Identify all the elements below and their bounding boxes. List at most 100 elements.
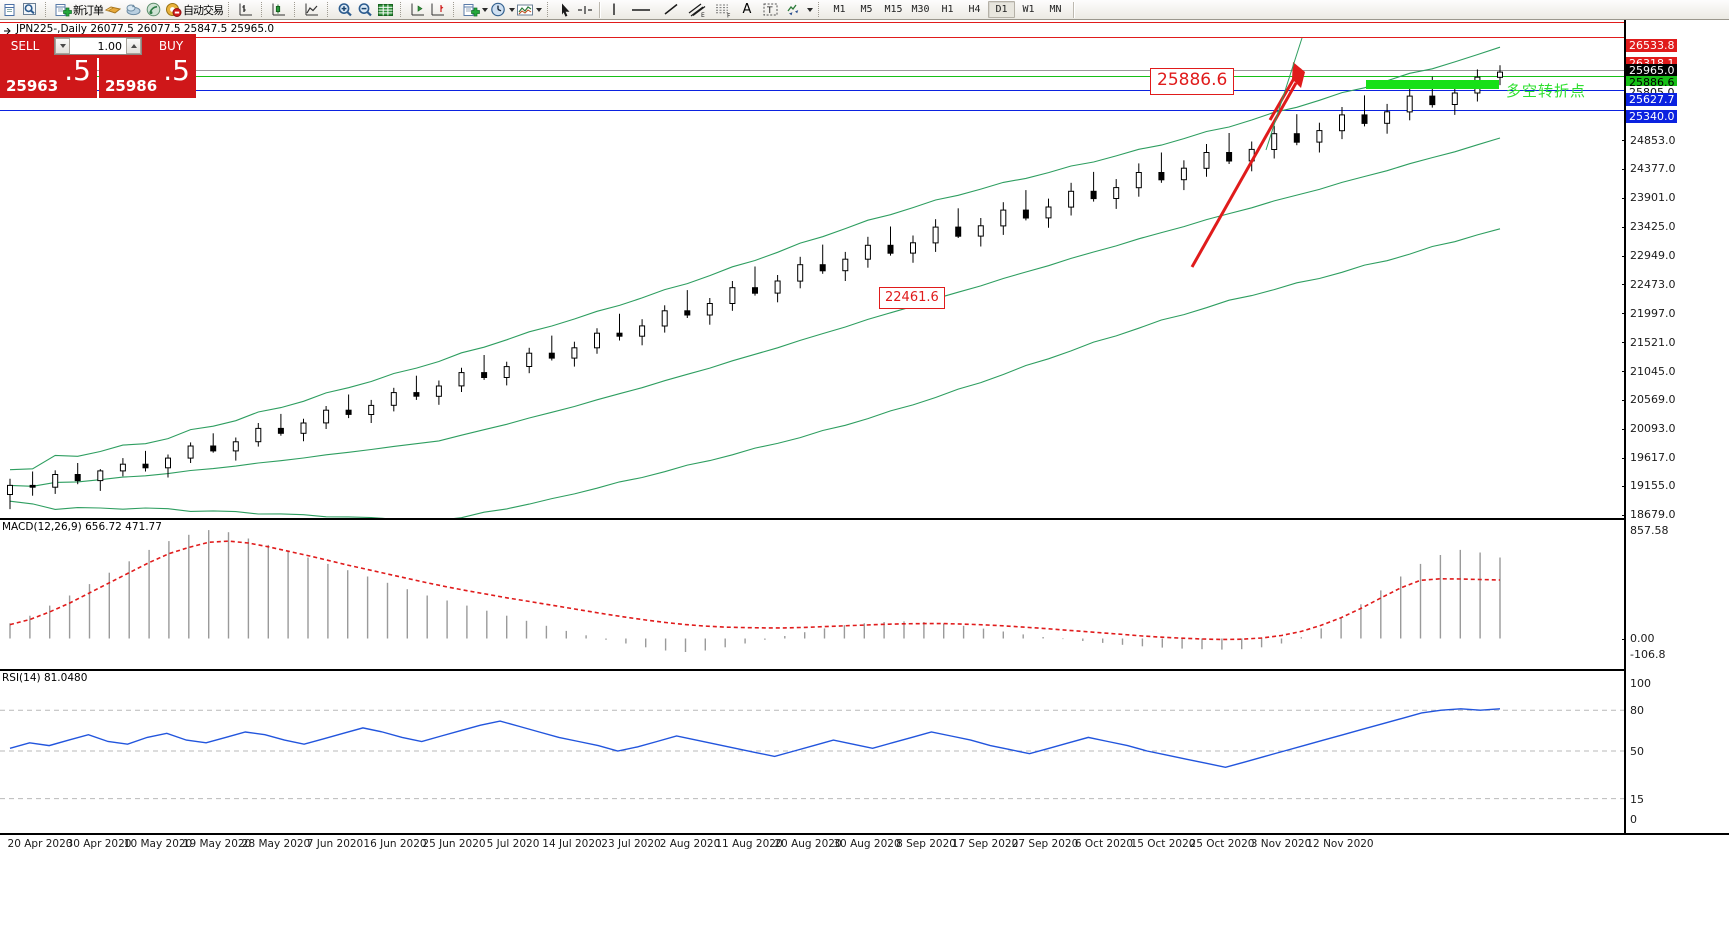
signals-icon[interactable] [143,1,163,19]
shapes-icon[interactable] [782,1,806,19]
period-chevron-down-icon[interactable] [509,7,515,12]
volume-field-wrap: 1.00 [50,34,146,58]
bar-chart-icon[interactable] [236,1,256,19]
autotrading-icon[interactable] [163,1,183,19]
rsi-tick-50: 50 [1630,745,1644,758]
timeframe-group: M1 M5 M15 M30 H1 H4 D1 W1 MN [826,1,1069,18]
timeframe-button-w1[interactable]: W1 [1022,4,1035,15]
line-chart-icon[interactable] [302,1,322,19]
hline-26318[interactable] [0,37,1624,38]
price-scale[interactable]: 24853.0 24377.0 23901.0 23425.0 22949.0 22473… [1622,20,1729,833]
buy-price-box[interactable]: 25986 .5 [99,57,196,98]
date-tick: 20 Aug 2020 [774,838,842,850]
date-tick: 16 Jun 2020 [363,838,427,850]
date-tick: 17 Sep 2020 [951,838,1019,850]
autotrading-label[interactable]: 自动交易 [183,3,224,17]
price-tick: 18679.0 [1622,508,1676,521]
buy-button[interactable]: BUY [146,34,196,58]
timeframe-button-m30[interactable]: M30 [911,4,930,15]
chart-area[interactable]: JPN225-,Daily 26077.5 26077.5 25847.5 25… [0,20,1729,936]
shapes-chevron-down-icon[interactable] [807,7,813,12]
cursor-arrow-icon[interactable] [555,1,575,19]
volume-stepper[interactable]: 1.00 [54,37,142,55]
price-tick: 24853.0 [1622,134,1676,147]
timeframe-button-h4[interactable]: H4 [968,4,981,15]
macd-info: MACD(12,26,9) 656.72 471.77 [2,521,162,533]
text-label-icon[interactable]: T [758,1,782,19]
price-tick: 21997.0 [1622,307,1676,320]
auto-scroll-icon[interactable] [428,1,448,19]
macd-pane[interactable]: MACD(12,26,9) 656.72 471.77 [0,520,1624,669]
price-pane[interactable]: 25886.6 22461.6 多空转折点 [0,20,1624,518]
price-label-25627[interactable]: 25627.7 [1626,93,1677,106]
date-tick: 20 Apr 2020 [7,838,73,850]
timeframe-button-m15[interactable]: M15 [884,4,903,15]
pane-divider-price-macd [0,518,1624,520]
fibonacci-retracement-icon[interactable]: F [710,1,736,19]
date-scale[interactable]: 20 Apr 2020 30 Apr 2020 10 May 2020 19 May … [0,835,1729,856]
zoom-in-icon[interactable] [335,1,355,19]
timeframe-button-mn[interactable]: MN [1049,4,1062,15]
one-click-trading-panel[interactable]: SELL 1.00 BUY 25963 .5 2598 [0,34,196,98]
macd-tick-max: 857.58 [1630,524,1669,537]
date-tick: 25 Oct 2020 [1189,838,1255,850]
market-watch-icon[interactable] [123,1,143,19]
hline-25340[interactable] [0,110,1624,111]
timeframe-button-d1[interactable]: D1 [988,1,1015,18]
vertical-line-icon[interactable] [604,1,624,19]
annotation-25886[interactable]: 25886.6 [1150,68,1235,95]
date-tick: 28 May 2020 [241,838,311,850]
price-tick: 20569.0 [1622,393,1676,406]
new-order-label[interactable]: 新订单 [73,3,104,17]
price-label-25886[interactable]: 25886.6 [1626,76,1677,89]
expert-advisor-icon[interactable] [103,1,123,19]
price-label-25340[interactable]: 25340.0 [1626,110,1677,123]
sell-price-box[interactable]: 25963 .5 [0,54,97,98]
period-clock-icon[interactable] [488,1,508,19]
zoom-crosshair-icon[interactable] [20,1,40,19]
templates-chevron-down-icon[interactable] [536,7,542,12]
new-order-icon[interactable] [53,1,73,19]
macd-tick-zero: 0.00 [1622,632,1655,645]
macd-plot [9,530,1501,652]
data-window-icon[interactable] [0,1,20,19]
pane-divider-macd-rsi [0,669,1624,671]
annotation-22461[interactable]: 22461.6 [879,287,945,309]
hline-25886[interactable] [0,76,1624,77]
templates-icon[interactable] [515,1,535,19]
hline-25965[interactable] [0,70,1624,71]
rsi-pane[interactable]: RSI(14) 81.0480 [0,671,1624,833]
volume-decrement-button[interactable] [55,38,70,54]
date-tick: 10 May 2020 [123,838,193,850]
volume-input[interactable]: 1.00 [97,39,123,53]
zoom-out-icon[interactable] [355,1,375,19]
volume-increment-button[interactable] [126,38,141,54]
svg-text:F: F [727,12,731,18]
crosshair-icon[interactable] [575,1,595,19]
indicators-icon[interactable] [461,1,481,19]
candlestick-chart-icon[interactable] [269,1,289,19]
sell-price-fraction: .5 [64,54,91,87]
hline-25627[interactable] [0,90,1624,91]
chart-shift-icon[interactable] [408,1,428,19]
price-label-26533[interactable]: 26533.8 [1626,39,1677,52]
timeframe-button-m1[interactable]: M1 [833,4,846,15]
timeframe-button-h1[interactable]: H1 [941,4,954,15]
toolbar-separator-9 [816,1,823,18]
indicators-chevron-down-icon[interactable] [482,7,488,12]
horizontal-line-icon[interactable] [624,1,658,19]
timeframe-button-m5[interactable]: M5 [860,4,873,15]
buy-price-integer: 25986 [105,77,158,95]
equidistant-channel-icon[interactable]: E [684,1,710,19]
price-tick: 20093.0 [1622,422,1676,435]
trendline-icon[interactable] [658,1,684,19]
hline-26533[interactable] [0,22,1624,23]
price-tick: 21045.0 [1622,365,1676,378]
price-label-25965[interactable]: 25965.0 [1626,64,1677,77]
tile-windows-icon[interactable] [375,1,395,19]
sell-button[interactable]: SELL [0,34,50,58]
rsi-plot [0,708,1624,800]
rsi-tick-15: 15 [1630,792,1644,806]
toolbar-separator-4 [292,1,299,18]
text-icon[interactable]: A [742,2,752,17]
